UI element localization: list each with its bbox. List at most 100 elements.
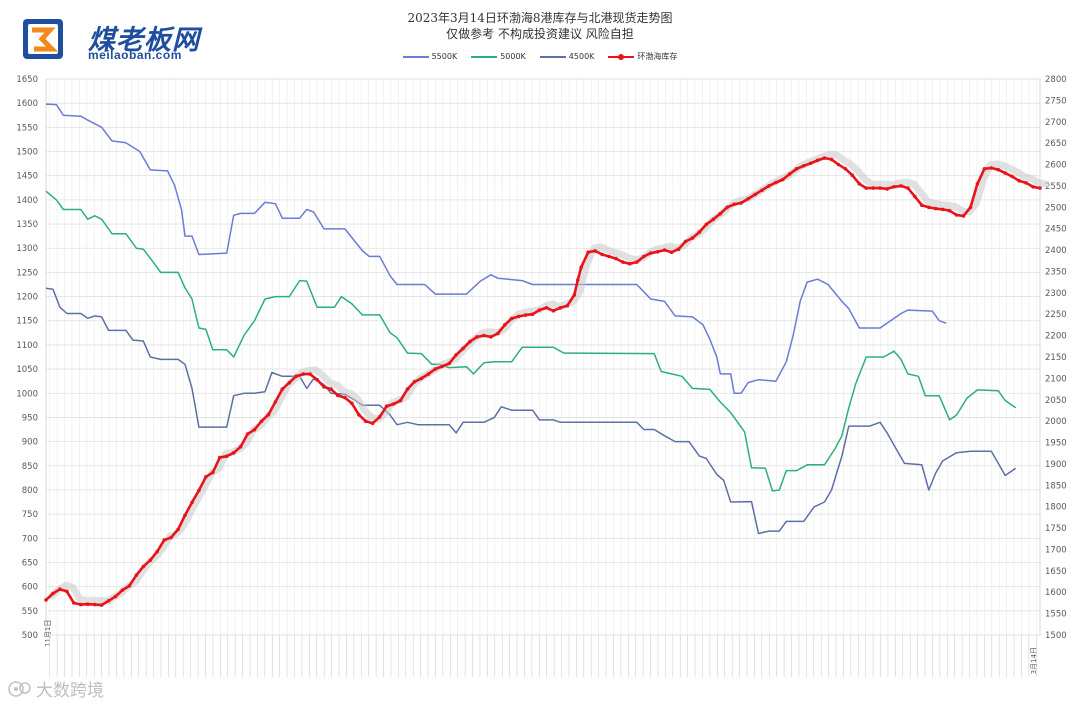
inventory-point [329, 387, 333, 391]
inventory-point [1024, 181, 1028, 185]
inventory-point [516, 314, 521, 319]
left-axis-tick-label: 1200 [16, 293, 38, 303]
inventory-point [829, 157, 834, 162]
inventory-point [370, 421, 375, 426]
inventory-point [537, 308, 542, 312]
inventory-point [211, 470, 215, 475]
legend-item-5500k[interactable]: 5500K [402, 51, 458, 62]
right-axis-tick-label: 1700 [1045, 545, 1067, 555]
logo-text: 煤老板网 [88, 25, 200, 56]
legend-item-inventory[interactable]: 环渤海库存 [608, 51, 677, 62]
series-line-5500k [45, 103, 947, 395]
inventory-point [148, 558, 153, 562]
inventory-point [753, 192, 757, 197]
inventory-point [218, 455, 222, 460]
inventory-point [746, 197, 750, 201]
left-axis-tick-label: 550 [22, 607, 38, 617]
inventory-point [989, 166, 994, 170]
legend-item-4500k[interactable]: 4500K [539, 51, 595, 62]
inventory-point [871, 186, 875, 190]
inventory-point [725, 205, 729, 210]
inventory-point [461, 346, 465, 351]
inventory-shadow-line [48, 150, 1050, 605]
inventory-point [662, 248, 667, 252]
inventory-point [913, 194, 917, 199]
right-axis-tick-label: 2000 [1045, 417, 1067, 427]
inventory-point [621, 260, 625, 264]
left-axis-tick-label: 1050 [16, 365, 38, 375]
inventory-point [190, 500, 194, 505]
inventory-point [836, 162, 841, 167]
inventory-point [252, 427, 257, 432]
inventory-point [322, 385, 326, 389]
inventory-point [197, 488, 201, 493]
inventory-point [44, 598, 48, 602]
right-axis-tick-label: 2550 [1045, 182, 1067, 192]
inventory-point [781, 177, 785, 182]
inventory-point [113, 594, 118, 599]
legend-label-inventory: 环渤海库存 [637, 52, 678, 61]
left-axis-tick-label: 1600 [16, 99, 38, 109]
chart-legend: 5500K 5000K 4500K 环渤海库存 [0, 51, 1080, 62]
left-axis-tick-label: 850 [22, 462, 38, 472]
inventory-point [551, 309, 556, 313]
inventory-point [377, 415, 382, 419]
inventory-point [301, 372, 306, 376]
inventory-point [454, 353, 458, 357]
inventory-point [489, 335, 493, 339]
inventory-point [343, 395, 347, 400]
inventory-point [857, 182, 862, 186]
inventory-point [774, 180, 778, 185]
right-axis-tick-label: 2100 [1045, 374, 1067, 384]
inventory-point [933, 206, 938, 211]
left-axis-tick-label: 1500 [16, 148, 38, 158]
inventory-point [238, 445, 243, 449]
inventory-point [822, 156, 827, 160]
inventory-point [732, 202, 736, 207]
inventory-point [266, 412, 271, 417]
left-axis-tick-label: 500 [22, 631, 38, 641]
legend-label-5500k: 5500K [431, 52, 458, 61]
inventory-point [607, 254, 611, 259]
inventory-point [593, 249, 597, 253]
inventory-point [794, 167, 799, 171]
legend-swatch-5500k [402, 55, 429, 58]
right-axis-tick-label: 2400 [1045, 246, 1067, 256]
inventory-point [655, 250, 660, 254]
inventory-point [106, 599, 111, 603]
inventory-point [878, 186, 882, 190]
inventory-point [482, 333, 486, 338]
right-axis-tick-label: 2600 [1045, 161, 1067, 171]
inventory-point [576, 278, 580, 282]
legend-item-5000k[interactable]: 5000K [471, 51, 526, 62]
inventory-point [690, 236, 695, 240]
inventory-point [350, 401, 354, 406]
inventory-point [204, 475, 208, 479]
inventory-point [808, 161, 813, 166]
inventory-point [468, 339, 472, 344]
legend-label-4500k: 4500K [568, 52, 595, 61]
watermark-text: 大数跨境 [36, 681, 104, 701]
inventory-point [426, 372, 431, 376]
inventory-point [433, 367, 438, 371]
inventory-point [398, 398, 403, 403]
left-axis-tick-label: 1350 [16, 220, 38, 230]
inventory-point [815, 158, 820, 163]
inventory-point [509, 316, 514, 321]
inventory-point [405, 387, 410, 391]
brand-logo[interactable]: 煤老板网 meilaoban.com [18, 14, 218, 64]
inventory-point [1017, 179, 1021, 183]
inventory-point [711, 217, 716, 222]
inventory-point [308, 372, 312, 376]
inventory-point [99, 603, 104, 607]
inventory-point [496, 331, 500, 336]
inventory-point [447, 361, 452, 366]
series-line-4500k [45, 287, 1017, 535]
right-axis-tick-label: 2200 [1045, 332, 1067, 342]
inventory-point [391, 402, 396, 406]
inventory-point [1038, 186, 1042, 190]
inventory-point [134, 573, 139, 577]
inventory-point [906, 186, 910, 190]
right-axis-tick-label: 2800 [1045, 75, 1067, 85]
watermark-logo-icon [8, 680, 31, 697]
